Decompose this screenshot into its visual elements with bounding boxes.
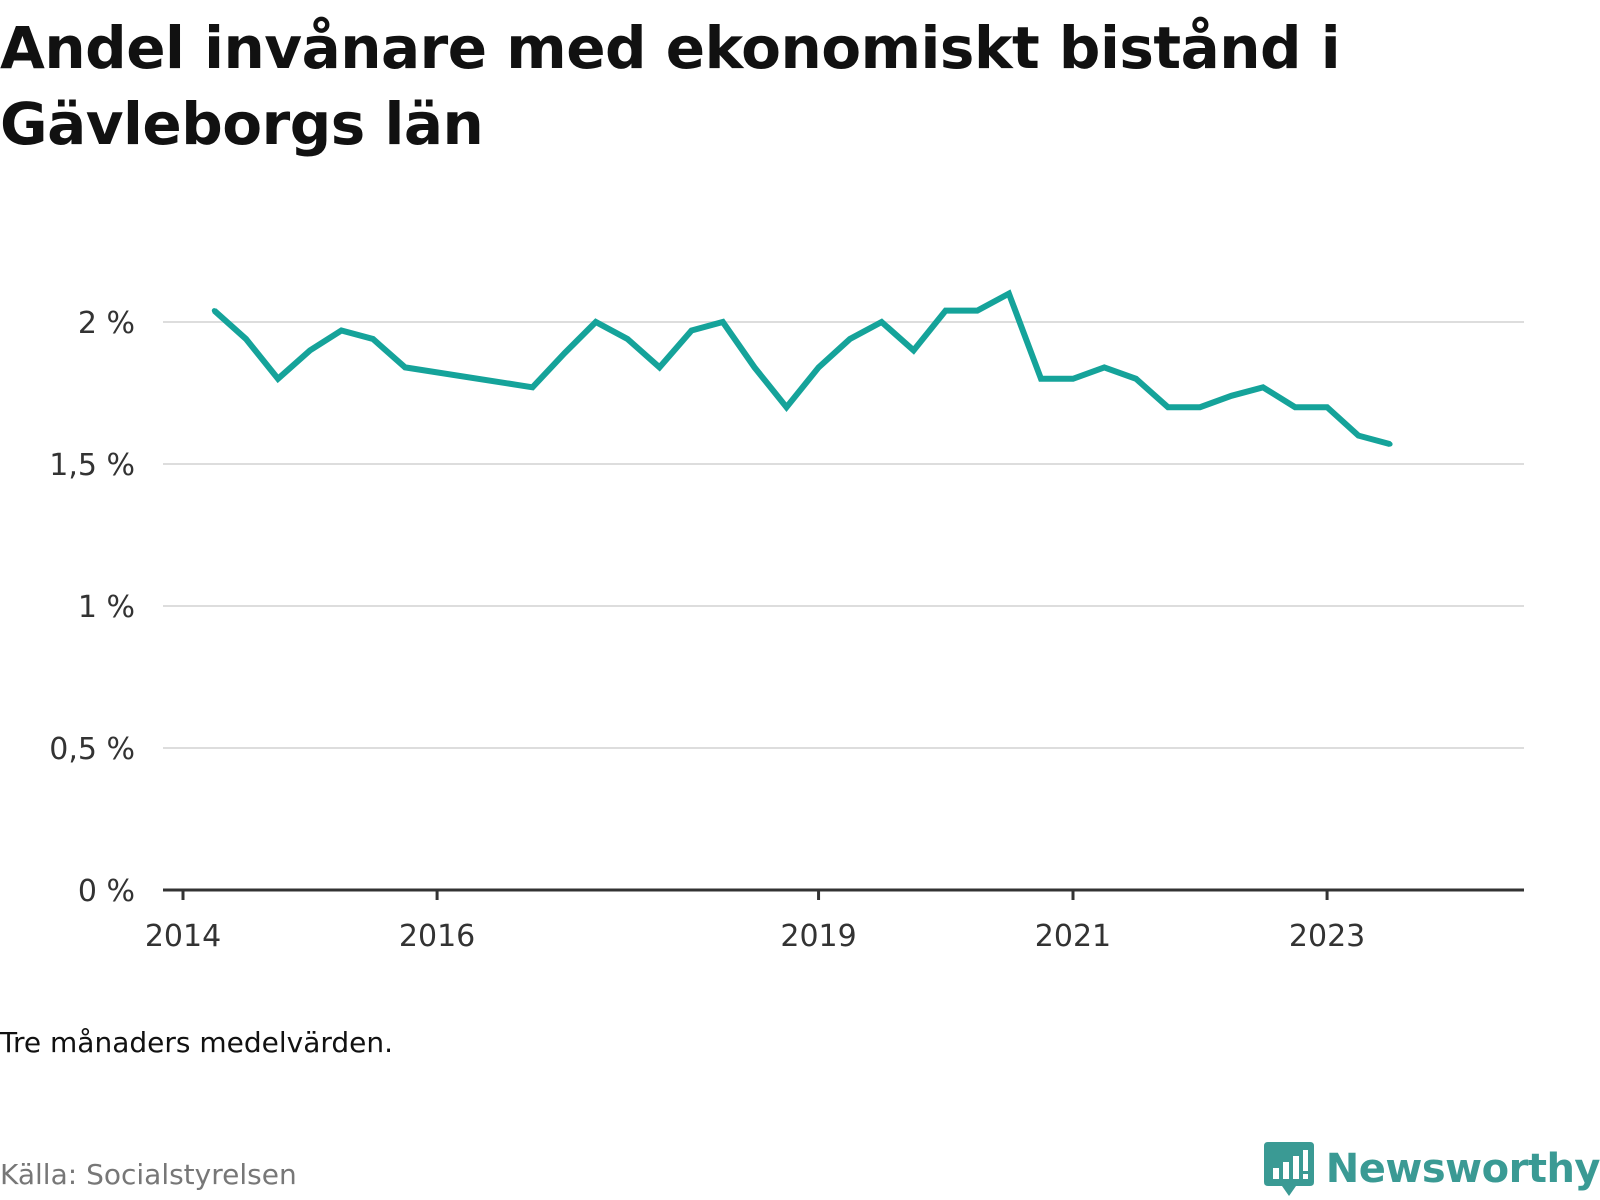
x-tick-label: 2021 <box>1035 919 1111 954</box>
source-credit: Källa: Socialstyrelsen <box>0 1158 297 1191</box>
data-point <box>784 404 789 410</box>
data-point <box>752 364 757 370</box>
data-point <box>816 364 822 370</box>
data-point <box>1387 441 1393 447</box>
series-layer <box>211 289 1393 447</box>
data-point <box>943 308 949 314</box>
data-point <box>879 319 885 325</box>
brand-name: Newsworthy <box>1325 1146 1600 1192</box>
newsworthy-logo-icon <box>1263 1142 1314 1196</box>
data-point <box>847 336 853 342</box>
data-point <box>625 336 630 342</box>
data-point <box>1165 404 1171 410</box>
chart-title: Andel invånare med ekonomiskt bistånd i … <box>0 14 1341 158</box>
data-point <box>1006 291 1012 297</box>
data-point <box>657 364 662 370</box>
data-point <box>562 350 567 356</box>
x-tick-label: 2014 <box>145 919 221 954</box>
data-point <box>243 336 249 342</box>
data-point <box>1101 364 1107 370</box>
data-point <box>338 328 344 333</box>
data-point <box>689 328 694 333</box>
chart-note: Tre månaders medelvärden. <box>0 1026 394 1059</box>
data-point <box>1070 376 1076 382</box>
x-axis-ticks: 2014 2016 2019 2021 2023 <box>145 890 1365 954</box>
data-point <box>530 384 535 390</box>
brand-logo: Newsworthy <box>1263 1142 1600 1196</box>
data-point <box>402 364 408 370</box>
data-point <box>593 319 599 325</box>
series-line <box>212 289 1391 447</box>
y-axis-ticks: 0 % 0,5 % 1 % 1,5 % 2 % <box>49 306 135 909</box>
data-point <box>1260 384 1266 390</box>
data-point <box>720 319 726 325</box>
data-point <box>1355 433 1361 439</box>
data-point <box>275 376 281 382</box>
data-point <box>1038 376 1044 382</box>
y-tick-label: 0,5 % <box>49 732 135 767</box>
data-point <box>370 336 376 342</box>
y-tick-label: 1,5 % <box>49 448 135 483</box>
y-tick-label: 1 % <box>78 590 135 625</box>
x-tick-label: 2016 <box>399 919 475 954</box>
data-point <box>911 347 917 353</box>
data-point <box>1133 376 1139 382</box>
y-tick-label: 2 % <box>78 306 135 341</box>
data-point <box>1324 404 1330 410</box>
y-tick-label: 0 % <box>78 874 135 909</box>
data-point <box>211 308 217 314</box>
x-tick-label: 2023 <box>1289 919 1365 954</box>
x-tick-label: 2019 <box>780 919 856 954</box>
data-point <box>1292 404 1298 410</box>
grid-lines <box>163 321 1524 749</box>
data-point <box>1197 404 1203 410</box>
data-point <box>1228 393 1234 399</box>
data-point <box>974 308 980 314</box>
data-point <box>307 347 313 353</box>
